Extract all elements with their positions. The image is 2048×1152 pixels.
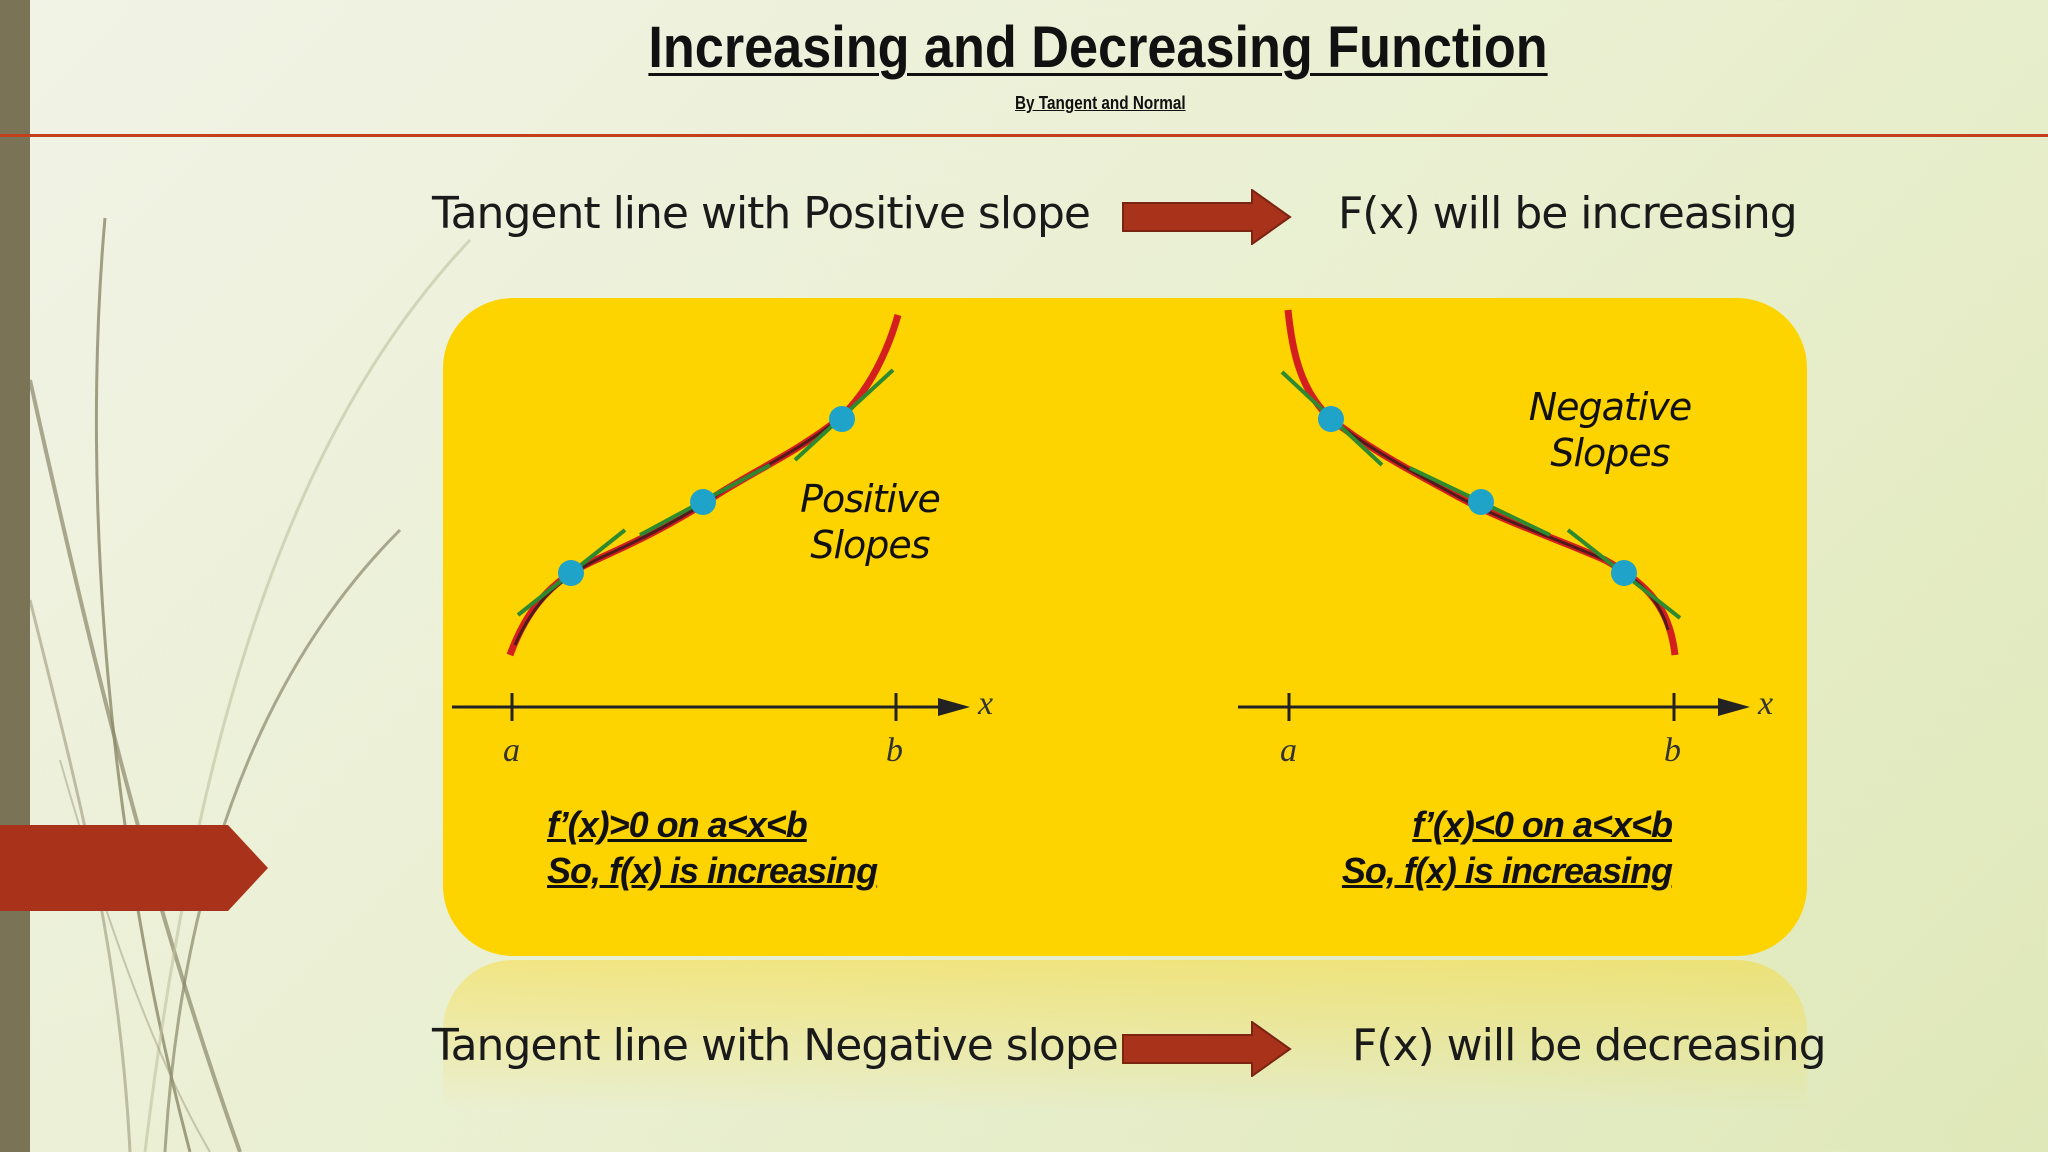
top-arrow-icon [1122, 189, 1292, 245]
right-axis-a: a [1280, 732, 1297, 769]
right-axis [1238, 693, 1750, 721]
left-axis-a: a [503, 732, 520, 769]
bottom-statement-left: Tangent line with Negative slope [432, 1020, 1119, 1071]
page-subtitle: By Tangent and Normal [1015, 93, 1186, 113]
right-curve [1284, 309, 1679, 656]
left-axis [452, 693, 970, 721]
right-conclusion-text: So, f(x) is increasing [1341, 850, 1673, 891]
right-condition-text: f’(x)<0 on a<x<b [1412, 804, 1673, 845]
left-slope-label-line2: Slopes [810, 523, 930, 567]
left-point-2 [690, 489, 716, 515]
left-point-1 [558, 560, 584, 586]
top-statement-left: Tangent line with Positive slope [432, 188, 1091, 239]
right-slope-label-line1: Negative [1528, 385, 1693, 429]
right-condition: f’(x)<0 on a<x<b So, f(x) is increasing [1280, 802, 1673, 894]
page-title: Increasing and Decreasing Function [648, 15, 1548, 80]
left-point-3 [829, 406, 855, 432]
side-accent-bar [0, 0, 30, 1152]
section-marker-arrow [0, 825, 268, 911]
right-point-2 [1468, 489, 1494, 515]
left-axis-b: b [886, 732, 903, 769]
right-axis-b: b [1664, 732, 1681, 769]
right-point-3 [1611, 560, 1637, 586]
bottom-arrow-icon [1122, 1021, 1292, 1077]
left-conclusion-text: So, f(x) is increasing [547, 850, 878, 891]
title-divider [0, 134, 2048, 137]
bottom-statement-right: F(x) will be decreasing [1352, 1020, 1827, 1071]
right-slope-label: Negative Slopes [1520, 384, 1700, 476]
top-statement-right: F(x) will be increasing [1338, 188, 1798, 239]
left-condition: f’(x)>0 on a<x<b So, f(x) is increasing [547, 802, 878, 894]
left-condition-text: f’(x)>0 on a<x<b [547, 804, 808, 845]
right-axis-x: x [1757, 685, 1773, 722]
graph-panel [443, 298, 1807, 956]
right-point-1 [1318, 406, 1344, 432]
right-slope-label-line2: Slopes [1550, 431, 1670, 475]
left-slope-label-line1: Positive [800, 477, 941, 521]
left-slope-label: Positive Slopes [790, 476, 950, 568]
left-axis-x: x [977, 685, 993, 722]
